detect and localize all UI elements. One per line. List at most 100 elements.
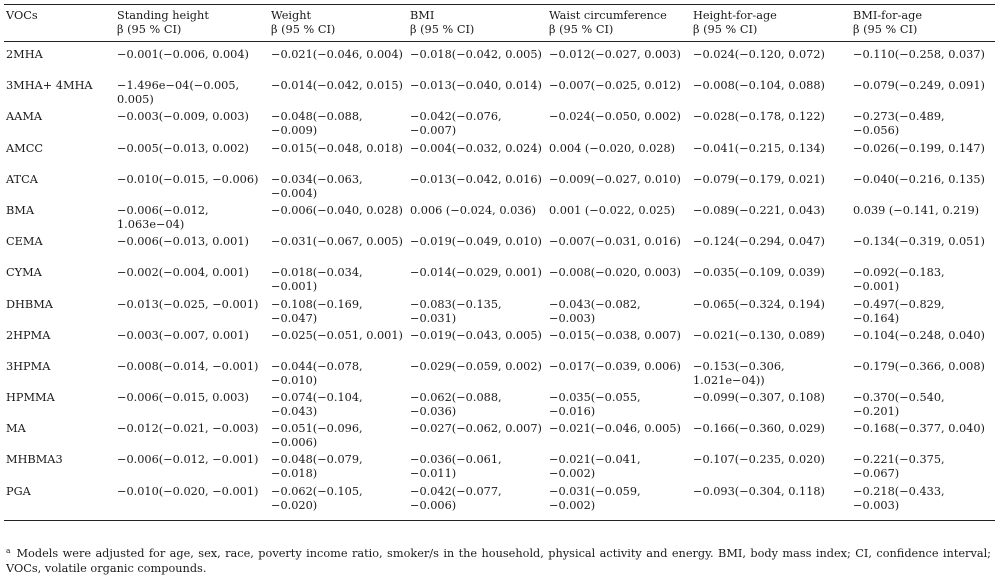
header-label: Waist circumference bbox=[549, 9, 667, 22]
cell-standing-height: −0.005(−0.013, 0.002) bbox=[117, 141, 249, 155]
cell-standing-height: −0.012(−0.021, −0.003) bbox=[117, 422, 259, 436]
cell-waist: 0.004 (−0.020, 0.028) bbox=[549, 141, 676, 155]
cell-weight: −0.006(−0.040, 0.028) bbox=[271, 203, 403, 217]
voc-name: 2MHA bbox=[6, 48, 43, 61]
header-ci: β (95 % CI) bbox=[410, 23, 475, 36]
voc-name: 2HPMA bbox=[6, 328, 51, 342]
cell-weight: −0.062(−0.105, −0.020) bbox=[269, 484, 408, 521]
cell-bmi: −0.042(−0.077, −0.006) bbox=[408, 484, 547, 521]
voc-name: BMA bbox=[6, 203, 35, 217]
cell-weight: −0.025(−0.051, 0.001) bbox=[271, 328, 403, 342]
cell-bmi: −0.019(−0.043, 0.005) bbox=[410, 328, 542, 342]
cell-weight: −0.048(−0.079, −0.018) bbox=[271, 453, 363, 481]
header-ci: β (95 % CI) bbox=[549, 23, 614, 36]
cell-standing-height: −0.010(−0.020, −0.001) bbox=[115, 484, 269, 521]
cell-bmi-for-age: −0.079(−0.249, 0.091) bbox=[853, 79, 985, 93]
table-top-rule bbox=[4, 4, 995, 5]
voc-name: HPMMA bbox=[6, 391, 55, 405]
cell-bmi: −0.013(−0.042, 0.016) bbox=[410, 172, 542, 186]
cell-bmi: −0.083(−0.135, −0.031) bbox=[410, 297, 502, 325]
cell-weight: −0.018(−0.034, −0.001) bbox=[271, 266, 363, 294]
cell-height-for-age: −0.024(−0.120, 0.072) bbox=[693, 48, 825, 61]
cell-standing-height: −0.002(−0.004, 0.001) bbox=[117, 266, 249, 280]
cell-weight: −0.044(−0.078, −0.010) bbox=[271, 359, 363, 387]
table-row: MA −0.012(−0.021, −0.003) −0.051(−0.096, −… bbox=[4, 422, 995, 453]
cell-waist: −0.007(−0.025, 0.012) bbox=[549, 79, 681, 93]
footnote-marker: a bbox=[6, 546, 11, 555]
table-row: AAMA −0.003(−0.009, 0.003) −0.048(−0.088, … bbox=[4, 110, 995, 141]
cell-height-for-age: −0.021(−0.130, 0.089) bbox=[693, 328, 825, 342]
cell-bmi-for-age: −0.273(−0.489, −0.056) bbox=[853, 110, 945, 138]
cell-bmi-for-age: −0.110(−0.258, 0.037) bbox=[853, 48, 985, 61]
table-row: AMCC −0.005(−0.013, 0.002) −0.015(−0.048, … bbox=[4, 142, 995, 173]
cell-weight: −0.021(−0.046, 0.004) bbox=[271, 48, 403, 61]
table-row: BMA −0.006(−0.012, 1.063e−04) −0.006(−0.04… bbox=[4, 204, 995, 235]
cell-bmi: −0.029(−0.059, 0.002) bbox=[410, 359, 542, 373]
header-label: BMI-for-age bbox=[853, 9, 923, 22]
cell-standing-height: −0.003(−0.007, 0.001) bbox=[117, 328, 249, 342]
voc-name: 3MHA+ 4MHA bbox=[6, 79, 93, 93]
cell-weight: −0.074(−0.104, −0.043) bbox=[271, 391, 363, 419]
cell-bmi: −0.019(−0.049, 0.010) bbox=[410, 235, 542, 249]
cell-bmi-for-age: −0.092(−0.183, −0.001) bbox=[853, 266, 945, 294]
header-label: Height-for-age bbox=[693, 9, 777, 22]
cell-waist: −0.021(−0.041, −0.002) bbox=[549, 453, 641, 481]
cell-weight: −0.051(−0.096, −0.006) bbox=[271, 422, 363, 450]
header-waist-circumference: Waist circumference β (95 % CI) bbox=[547, 9, 691, 42]
cell-bmi: −0.062(−0.088, −0.036) bbox=[410, 391, 502, 419]
cell-waist: −0.017(−0.039, 0.006) bbox=[549, 359, 681, 373]
voc-name: ATCA bbox=[6, 172, 38, 186]
header-ci: β (95 % CI) bbox=[693, 23, 758, 36]
cell-waist: −0.043(−0.082, −0.003) bbox=[549, 297, 641, 325]
header-vocs: VOCs bbox=[4, 9, 115, 42]
cell-bmi-for-age: −0.221(−0.375, −0.067) bbox=[853, 453, 945, 481]
cell-standing-height: −0.003(−0.009, 0.003) bbox=[117, 110, 249, 124]
cell-bmi-for-age: −0.168(−0.377, 0.040) bbox=[853, 422, 985, 436]
header-bmi-for-age: BMI-for-age β (95 % CI) bbox=[851, 9, 995, 42]
header-bmi: BMI β (95 % CI) bbox=[408, 9, 547, 42]
cell-bmi: 0.006 (−0.024, 0.036) bbox=[410, 203, 537, 217]
cell-bmi-for-age: −0.026(−0.199, 0.147) bbox=[853, 141, 985, 155]
voc-name: CEMA bbox=[6, 235, 43, 249]
header-standing-height: Standing height β (95 % CI) bbox=[115, 9, 269, 42]
header-row: VOCs Standing height β (95 % CI) Weight β … bbox=[4, 9, 995, 42]
cell-weight: −0.031(−0.067, 0.005) bbox=[271, 235, 403, 249]
table-row: MHBMA3 −0.006(−0.012, −0.001) −0.048(−0.07… bbox=[4, 453, 995, 484]
header-label: Weight bbox=[271, 9, 312, 22]
cell-height-for-age: −0.099(−0.307, 0.108) bbox=[693, 391, 825, 405]
cell-bmi-for-age: −0.104(−0.248, 0.040) bbox=[853, 328, 985, 342]
cell-height-for-age: −0.008(−0.104, 0.088) bbox=[693, 79, 825, 93]
cell-standing-height: −0.001(−0.006, 0.004) bbox=[117, 48, 249, 61]
header-weight: Weight β (95 % CI) bbox=[269, 9, 408, 42]
table-row: CYMA −0.002(−0.004, 0.001) −0.018(−0.034, … bbox=[4, 266, 995, 297]
voc-name: DHBMA bbox=[6, 297, 53, 311]
cell-waist: −0.035(−0.055, −0.016) bbox=[549, 391, 641, 419]
cell-bmi: −0.013(−0.040, 0.014) bbox=[410, 79, 542, 93]
header-label: BMI bbox=[410, 9, 435, 22]
cell-bmi-for-age: −0.179(−0.366, 0.008) bbox=[853, 359, 985, 373]
cell-standing-height: −0.008(−0.014, −0.001) bbox=[117, 359, 259, 373]
cell-weight: −0.048(−0.088, −0.009) bbox=[271, 110, 363, 138]
table-row: PGA −0.010(−0.020, −0.001) −0.062(−0.105, … bbox=[4, 484, 995, 521]
cell-waist: −0.008(−0.020, 0.003) bbox=[549, 266, 681, 280]
cell-bmi: −0.027(−0.062, 0.007) bbox=[410, 422, 542, 436]
cell-weight: −0.015(−0.048, 0.018) bbox=[271, 141, 403, 155]
table-row: ATCA −0.010(−0.015, −0.006) −0.034(−0.063,… bbox=[4, 173, 995, 204]
cell-waist: −0.021(−0.046, 0.005) bbox=[549, 422, 681, 436]
cell-standing-height: −0.006(−0.015, 0.003) bbox=[117, 391, 249, 405]
cell-bmi: −0.014(−0.029, 0.001) bbox=[410, 266, 542, 280]
cell-bmi-for-age: −0.370(−0.540, −0.201) bbox=[853, 391, 945, 419]
header-ci: β (95 % CI) bbox=[853, 23, 918, 36]
cell-bmi-for-age: 0.039 (−0.141, 0.219) bbox=[853, 203, 980, 217]
header-height-for-age: Height-for-age β (95 % CI) bbox=[691, 9, 851, 42]
table-row: 3HPMA −0.008(−0.014, −0.001) −0.044(−0.078… bbox=[4, 360, 995, 391]
table-row: CEMA −0.006(−0.013, 0.001) −0.031(−0.067, … bbox=[4, 235, 995, 266]
cell-height-for-age: −0.124(−0.294, 0.047) bbox=[693, 235, 825, 249]
table-row: DHBMA −0.013(−0.025, −0.001) −0.108(−0.169… bbox=[4, 298, 995, 329]
footnote-text: Models were adjusted for age, sex, race,… bbox=[6, 547, 991, 575]
cell-height-for-age: −0.041(−0.215, 0.134) bbox=[693, 141, 825, 155]
cell-waist: −0.012(−0.027, 0.003) bbox=[549, 48, 681, 61]
table-row: 3MHA+ 4MHA −1.496e−04(−0.005, 0.005) −0.01… bbox=[4, 79, 995, 110]
cell-bmi-for-age: −0.218(−0.433, −0.003) bbox=[851, 484, 995, 521]
cell-bmi: −0.042(−0.076, −0.007) bbox=[410, 110, 502, 138]
